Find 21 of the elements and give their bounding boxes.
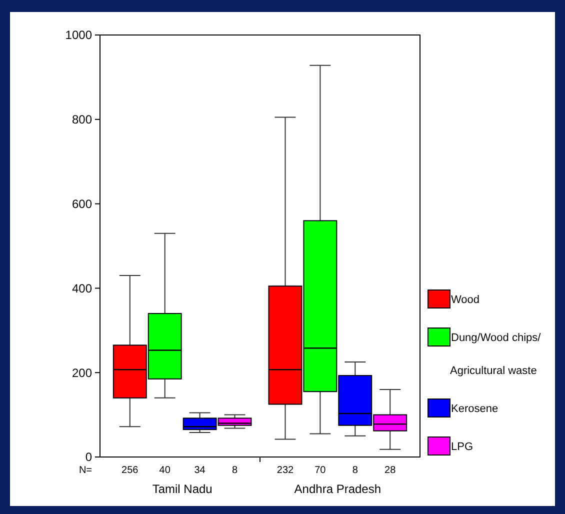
y-tick-label: 1000 [65,28,92,42]
text: 8 [352,465,358,476]
text: 232 [276,465,294,476]
text: 8 [232,465,238,476]
text: 28 [384,465,396,476]
x-tick-label: Andhra Pradesh [294,482,382,496]
text: N= [78,465,92,476]
text: 256 [122,465,139,476]
text: 70 [314,465,326,476]
y-tick-label: 800 [72,112,92,127]
y-tick-label: 0 [85,450,92,464]
text: Dung/Wood chips/ Agricultural waste [450,332,541,377]
legend-label: Wood [451,294,480,306]
text: 40 [159,465,171,476]
x-tick-label: Tamil Nadu [152,482,212,496]
legend-label: LPG [451,440,474,453]
y-tick-label: 600 [72,197,92,211]
y-tick-label: 200 [72,366,92,380]
text: 34 [194,465,206,476]
legend-label: Kerosene [451,402,498,415]
y-tick-label: 400 [72,281,92,296]
